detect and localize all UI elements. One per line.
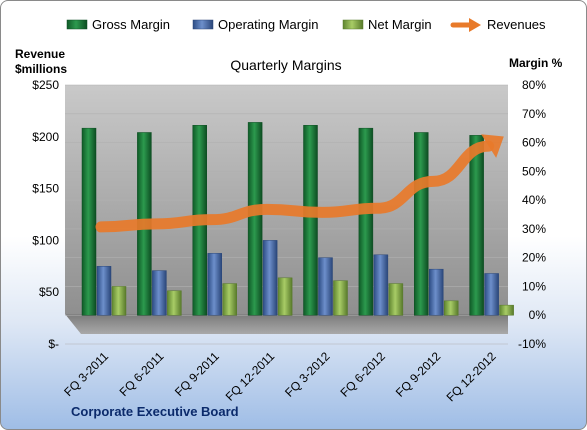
- net-margin-bar: [111, 286, 127, 316]
- left-tick-label: $-: [48, 337, 59, 351]
- x-tick-label: FQ 3-2012: [282, 349, 333, 400]
- x-tick-label: FQ 9-2012: [393, 349, 444, 400]
- right-tick-label: 40%: [522, 193, 546, 207]
- right-tick-label: -10%: [518, 337, 546, 351]
- x-tick-label: FQ 3-2011: [61, 349, 111, 399]
- right-tick-label: 60%: [522, 136, 546, 150]
- x-tick-label: FQ 12-2012: [444, 349, 499, 404]
- right-tick-label: 30%: [522, 222, 546, 236]
- operating-margin-bar: [152, 270, 167, 316]
- left-tick-label: $50: [39, 285, 59, 299]
- operating-margin-bar: [207, 253, 222, 316]
- bars: [81, 122, 514, 316]
- gross-margin-bar: [358, 127, 374, 316]
- footer-label: Corporate Executive Board: [71, 404, 239, 419]
- gross-margin-bar: [469, 135, 484, 316]
- net-margin-bar: [333, 280, 348, 316]
- chart-title: Quarterly Margins: [230, 57, 341, 73]
- x-axis-ticks: FQ 3-2011 FQ 6-2011 FQ 9-2011 FQ 12-2011 FQ …: [61, 349, 499, 404]
- net-margin-bar: [444, 300, 459, 316]
- operating-margin-bar: [429, 268, 444, 316]
- legend-label-net-margin: Net Margin: [368, 17, 432, 32]
- left-tick-label: $250: [32, 78, 59, 92]
- x-tick-label: FQ 6-2011: [117, 349, 167, 399]
- right-tick-label: 0%: [529, 308, 547, 322]
- right-axis-title: Margin %: [509, 56, 563, 70]
- left-tick-label: $100: [32, 233, 59, 247]
- legend: Gross Margin Operating Margin Net Margin…: [66, 17, 546, 32]
- operating-margin-bar: [484, 273, 499, 316]
- gross-margin-bar: [247, 122, 263, 316]
- right-tick-label: 80%: [522, 78, 546, 92]
- legend-label-revenues: Revenues: [487, 17, 546, 32]
- legend-swatch-gross-margin: [66, 19, 88, 30]
- operating-margin-bar: [96, 266, 112, 316]
- left-tick-label: $200: [32, 130, 59, 144]
- legend-swatch-operating-margin: [192, 19, 214, 30]
- gross-margin-bar: [414, 132, 429, 316]
- legend-label-operating-margin: Operating Margin: [218, 17, 318, 32]
- x-tick-label: FQ 12-2011: [223, 349, 278, 404]
- revenue-line: [95, 134, 504, 233]
- right-tick-label: 20%: [522, 251, 546, 265]
- net-margin-bar: [388, 283, 404, 316]
- revenue-arrowhead: [481, 134, 504, 158]
- plot-floor: [65, 314, 508, 334]
- operating-margin-bar: [318, 257, 333, 316]
- net-margin-bar: [222, 283, 237, 316]
- net-margin-bar: [167, 290, 182, 316]
- left-axis-title-line1: Revenue: [15, 47, 65, 61]
- right-tick-label: 50%: [522, 164, 546, 178]
- right-axis-ticks: -10% 0% 10% 20% 30% 40% 50% 60% 70% 80%: [518, 78, 546, 351]
- gross-margin-bar: [303, 125, 318, 316]
- right-tick-label: 10%: [522, 279, 546, 293]
- right-tick-label: 70%: [522, 107, 546, 121]
- x-tick-label: FQ 9-2011: [172, 349, 222, 399]
- net-margin-bar: [499, 304, 514, 316]
- legend-swatch-revenues: [450, 18, 481, 32]
- revenue-line-path: [95, 140, 495, 233]
- net-margin-bar: [277, 277, 293, 316]
- legend-swatch-net-margin: [342, 19, 364, 30]
- left-axis-title-line2: $millions: [15, 62, 67, 76]
- operating-margin-bar: [373, 254, 389, 316]
- x-tick-label: FQ 6-2012: [338, 349, 389, 400]
- legend-label-gross-margin: Gross Margin: [92, 17, 170, 32]
- gross-margin-bar: [81, 127, 97, 316]
- left-axis-ticks: $- $50 $100 $150 $200 $250: [32, 78, 59, 351]
- operating-margin-bar: [262, 240, 278, 316]
- left-tick-label: $150: [32, 182, 59, 196]
